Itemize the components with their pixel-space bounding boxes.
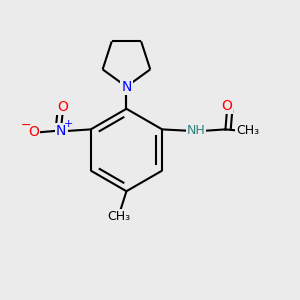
- Text: N: N: [121, 80, 132, 94]
- Text: +: +: [64, 119, 73, 129]
- Text: −: −: [21, 119, 31, 132]
- Text: CH₃: CH₃: [236, 124, 259, 137]
- Text: O: O: [221, 99, 233, 113]
- Text: O: O: [28, 125, 39, 139]
- Text: O: O: [57, 100, 68, 114]
- Text: N: N: [56, 124, 67, 138]
- Text: CH₃: CH₃: [107, 210, 130, 223]
- Text: NH: NH: [187, 124, 206, 137]
